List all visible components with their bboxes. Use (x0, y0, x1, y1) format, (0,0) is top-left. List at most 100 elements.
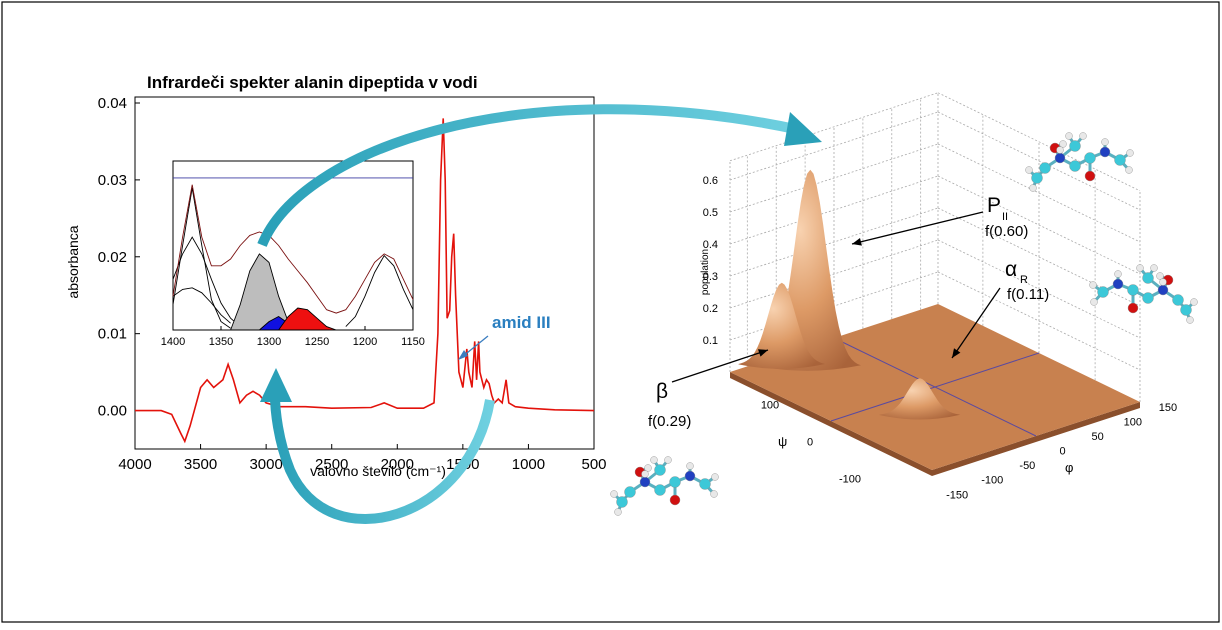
peak-label: α (1005, 258, 1017, 281)
atom (669, 476, 681, 488)
x-tick-label: 3000 (249, 456, 282, 473)
atom (1142, 292, 1154, 304)
atom (639, 476, 651, 488)
inset-frame (172, 160, 414, 331)
atom (669, 494, 681, 506)
atom (1127, 284, 1139, 296)
peak-label: P (987, 194, 1001, 217)
atom (1039, 162, 1051, 174)
inset-chart: 1400 1350 1300 1250 1200 1150 (161, 160, 425, 348)
y-tick-label: 0.01 (98, 326, 127, 343)
atom (1172, 294, 1184, 306)
spectrum-line (135, 118, 595, 444)
x-tick-label: 0 (1059, 446, 1065, 458)
atom (1029, 184, 1037, 192)
atom (1065, 132, 1073, 140)
atom (1156, 272, 1164, 280)
atom (1114, 154, 1126, 166)
atom (1069, 140, 1081, 152)
atom (1126, 149, 1134, 157)
atom (1089, 281, 1097, 289)
x-axis-label: φ (1065, 460, 1073, 475)
atom (1114, 270, 1122, 278)
wall-edge (937, 92, 1141, 192)
arrow-head (458, 350, 468, 360)
peak-fraction: f(0.29) (648, 413, 691, 430)
curved-arrow (257, 104, 802, 247)
component-line (345, 254, 414, 327)
x-tick-label: -50 (1019, 460, 1035, 472)
atom (1059, 140, 1067, 148)
x-tick-label: 1000 (512, 456, 545, 473)
surface-chart: 0.1 0.2 0.3 0.4 0.5 0.6 population -150 -100 -50 0… (648, 92, 1177, 501)
atom (1099, 146, 1111, 158)
atom (1084, 170, 1096, 182)
atom (644, 464, 652, 472)
atom (1084, 152, 1096, 164)
annotation-arrow (671, 349, 769, 383)
x-axis-label: valovno število (cm⁻¹) (310, 463, 446, 479)
atom (684, 470, 696, 482)
peak-fraction: f(0.11) (1007, 286, 1049, 303)
y-tick-label: -100 (839, 473, 861, 485)
peak-label-sub: II (1002, 211, 1008, 223)
atom (654, 464, 666, 476)
atom (1159, 278, 1167, 286)
peak-label-sub: R (1020, 274, 1028, 286)
atom (1142, 272, 1154, 284)
component-line (172, 287, 231, 324)
y-tick-label: 0.00 (98, 403, 127, 420)
curved-arrow (270, 394, 495, 524)
peak (879, 378, 961, 420)
atom (624, 486, 636, 498)
atom (664, 456, 672, 464)
y-axis-label: absorbanca (65, 225, 81, 298)
wall-edge (729, 92, 939, 162)
atom (614, 508, 622, 516)
atom (654, 484, 666, 496)
x-tick-label: 3500 (184, 456, 217, 473)
x-tick-label: 2000 (381, 456, 414, 473)
arrow-head (260, 368, 292, 402)
component-area (277, 307, 337, 331)
x-tick-label: 150 (1159, 402, 1177, 414)
atom (650, 456, 658, 464)
z-tick-label: 0.4 (703, 239, 718, 251)
atom (1031, 172, 1043, 184)
z-tick-label: 0.3 (703, 271, 718, 283)
peak-label: β (656, 380, 668, 403)
chart-title: Infrardeči spekter alanin dipeptida v vo… (147, 73, 478, 92)
atom (1069, 160, 1081, 172)
x-tick-label: -100 (981, 475, 1003, 487)
z-tick-label: 0.2 (703, 303, 718, 315)
component-line (172, 184, 414, 314)
y-tick-label: 0.04 (98, 95, 127, 112)
y-tick-label: 100 (761, 400, 779, 412)
atom (1125, 166, 1133, 174)
atom (1101, 138, 1109, 146)
x-tick-label: 1250 (305, 336, 329, 348)
arrow-head (784, 112, 822, 146)
annotation-arrow (461, 335, 489, 358)
atom (641, 470, 649, 478)
atom (610, 490, 618, 498)
y-tick-label: 0.03 (98, 172, 127, 189)
atom (699, 478, 711, 490)
atom (1056, 146, 1064, 154)
annotation-arrow (851, 211, 984, 245)
ir-chart: 0.00 0.01 0.02 0.03 0.04 4000 3500 3000 2500 2000… (65, 95, 607, 479)
x-tick-label: 100 (1124, 416, 1142, 428)
annotation: amid III (492, 313, 551, 332)
atom (686, 462, 694, 470)
plot-frame (134, 96, 595, 450)
floor-line (830, 352, 1040, 422)
atom (711, 473, 719, 481)
y-axis-label: ψ (778, 434, 787, 449)
atom (1136, 264, 1144, 272)
x-tick-label: 1300 (257, 336, 281, 348)
atom (1157, 284, 1169, 296)
z-tick-label: 0.1 (703, 335, 718, 347)
decorations (257, 104, 1198, 524)
x-tick-label: 1400 (161, 336, 185, 348)
